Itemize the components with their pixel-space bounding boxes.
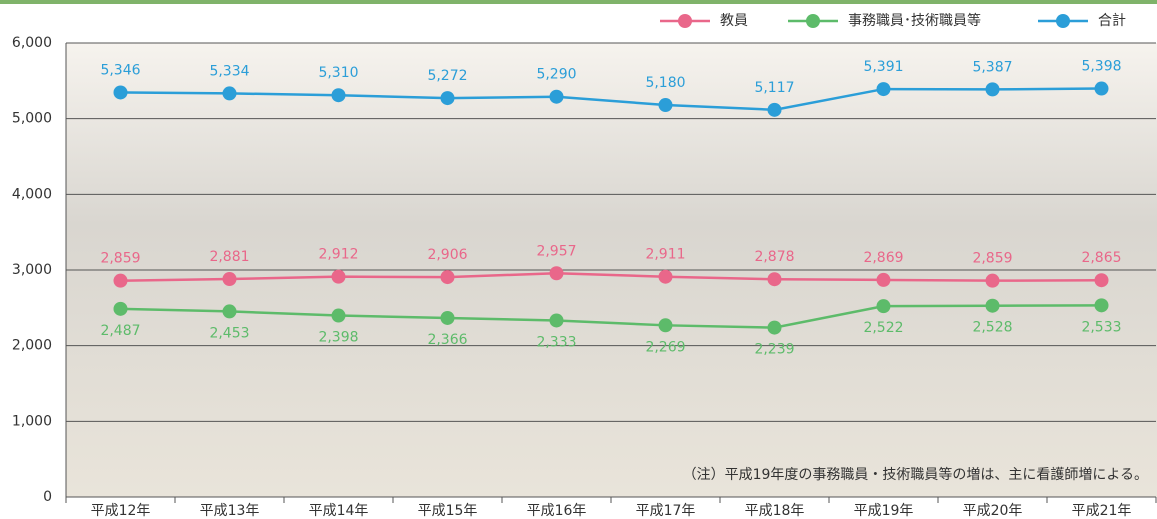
data-label: 2,912 bbox=[318, 247, 358, 263]
point bbox=[332, 270, 346, 284]
x-tick-label: 平成12年 bbox=[91, 503, 151, 519]
data-label: 2,881 bbox=[209, 249, 249, 265]
page: （注）平成19年度の事務職員・技術職員等の増は、主に看護師増による。 0 1,00… bbox=[0, 0, 1157, 519]
y-tick-label: 5,000 bbox=[12, 111, 52, 127]
legend-marker bbox=[1056, 14, 1070, 28]
x-tick-label: 平成14年 bbox=[309, 503, 369, 519]
data-label: 2,366 bbox=[427, 332, 467, 348]
x-tick-label: 平成16年 bbox=[527, 503, 587, 519]
point bbox=[441, 270, 455, 284]
point bbox=[223, 304, 237, 318]
data-label: 2,859 bbox=[972, 251, 1012, 267]
data-label: 5,272 bbox=[427, 68, 467, 84]
point bbox=[659, 318, 673, 332]
data-label: 5,117 bbox=[754, 80, 794, 96]
data-label: 2,911 bbox=[645, 247, 685, 263]
point bbox=[986, 82, 1000, 96]
point bbox=[768, 321, 782, 335]
legend-label: 事務職員･技術職員等 bbox=[848, 12, 981, 29]
x-tick-label: 平成19年 bbox=[854, 503, 914, 519]
point bbox=[768, 272, 782, 286]
data-label: 2,533 bbox=[1081, 319, 1121, 335]
data-label: 2,957 bbox=[536, 243, 576, 259]
point bbox=[114, 85, 128, 99]
chart: （注）平成19年度の事務職員・技術職員等の増は、主に看護師増による。 0 1,00… bbox=[0, 0, 1157, 519]
data-label: 5,387 bbox=[972, 59, 1012, 75]
legend-marker bbox=[806, 14, 820, 28]
data-label: 2,906 bbox=[427, 247, 467, 263]
x-tick-label: 平成20年 bbox=[963, 503, 1023, 519]
x-tick-label: 平成13年 bbox=[200, 503, 260, 519]
data-label: 2,869 bbox=[863, 250, 903, 266]
y-tick-label: 0 bbox=[43, 489, 52, 505]
y-tick-label: 3,000 bbox=[12, 262, 52, 278]
data-label: 2,878 bbox=[754, 249, 794, 265]
x-tick-label: 平成18年 bbox=[745, 503, 805, 519]
note: （注）平成19年度の事務職員・技術職員等の増は、主に看護師増による。 bbox=[683, 466, 1148, 483]
point bbox=[877, 299, 891, 313]
point bbox=[1095, 273, 1109, 287]
point bbox=[768, 103, 782, 117]
data-label: 2,859 bbox=[100, 251, 140, 267]
point bbox=[986, 299, 1000, 313]
y-tick-label: 1,000 bbox=[12, 413, 52, 429]
point bbox=[1095, 82, 1109, 96]
point bbox=[550, 266, 564, 280]
x-tick-label: 平成17年 bbox=[636, 503, 696, 519]
y-tick-label: 6,000 bbox=[12, 35, 52, 51]
point bbox=[1095, 298, 1109, 312]
x-tick-label: 平成15年 bbox=[418, 503, 478, 519]
point bbox=[332, 309, 346, 323]
top-border bbox=[0, 0, 1157, 4]
legend-label: 合計 bbox=[1098, 13, 1126, 29]
data-label: 5,180 bbox=[645, 75, 685, 91]
point bbox=[659, 98, 673, 112]
point bbox=[441, 311, 455, 325]
point bbox=[986, 274, 1000, 288]
data-label: 2,522 bbox=[863, 320, 903, 336]
data-label: 5,310 bbox=[318, 65, 358, 81]
data-label: 5,346 bbox=[100, 62, 140, 78]
point bbox=[114, 274, 128, 288]
data-label: 2,398 bbox=[318, 330, 358, 346]
point bbox=[877, 273, 891, 287]
data-label: 2,865 bbox=[1081, 250, 1121, 266]
x-tick-label: 平成21年 bbox=[1072, 503, 1132, 519]
y-tick-label: 2,000 bbox=[12, 338, 52, 354]
point bbox=[550, 313, 564, 327]
point bbox=[659, 270, 673, 284]
data-label: 5,290 bbox=[536, 67, 576, 83]
data-label: 2,333 bbox=[536, 334, 576, 350]
point bbox=[223, 86, 237, 100]
point bbox=[223, 272, 237, 286]
point bbox=[332, 88, 346, 102]
legend-label: 教員 bbox=[720, 13, 748, 29]
point bbox=[550, 90, 564, 104]
data-label: 2,528 bbox=[972, 320, 1012, 336]
point bbox=[877, 82, 891, 96]
legend-marker bbox=[678, 14, 692, 28]
data-label: 2,487 bbox=[100, 323, 140, 339]
point bbox=[114, 302, 128, 316]
data-label: 2,269 bbox=[645, 339, 685, 355]
data-label: 2,453 bbox=[209, 325, 249, 341]
data-label: 5,391 bbox=[863, 59, 903, 75]
point bbox=[441, 91, 455, 105]
data-label: 2,239 bbox=[754, 342, 794, 358]
y-tick-label: 4,000 bbox=[12, 186, 52, 202]
data-label: 5,398 bbox=[1081, 59, 1121, 75]
data-label: 5,334 bbox=[209, 63, 249, 79]
